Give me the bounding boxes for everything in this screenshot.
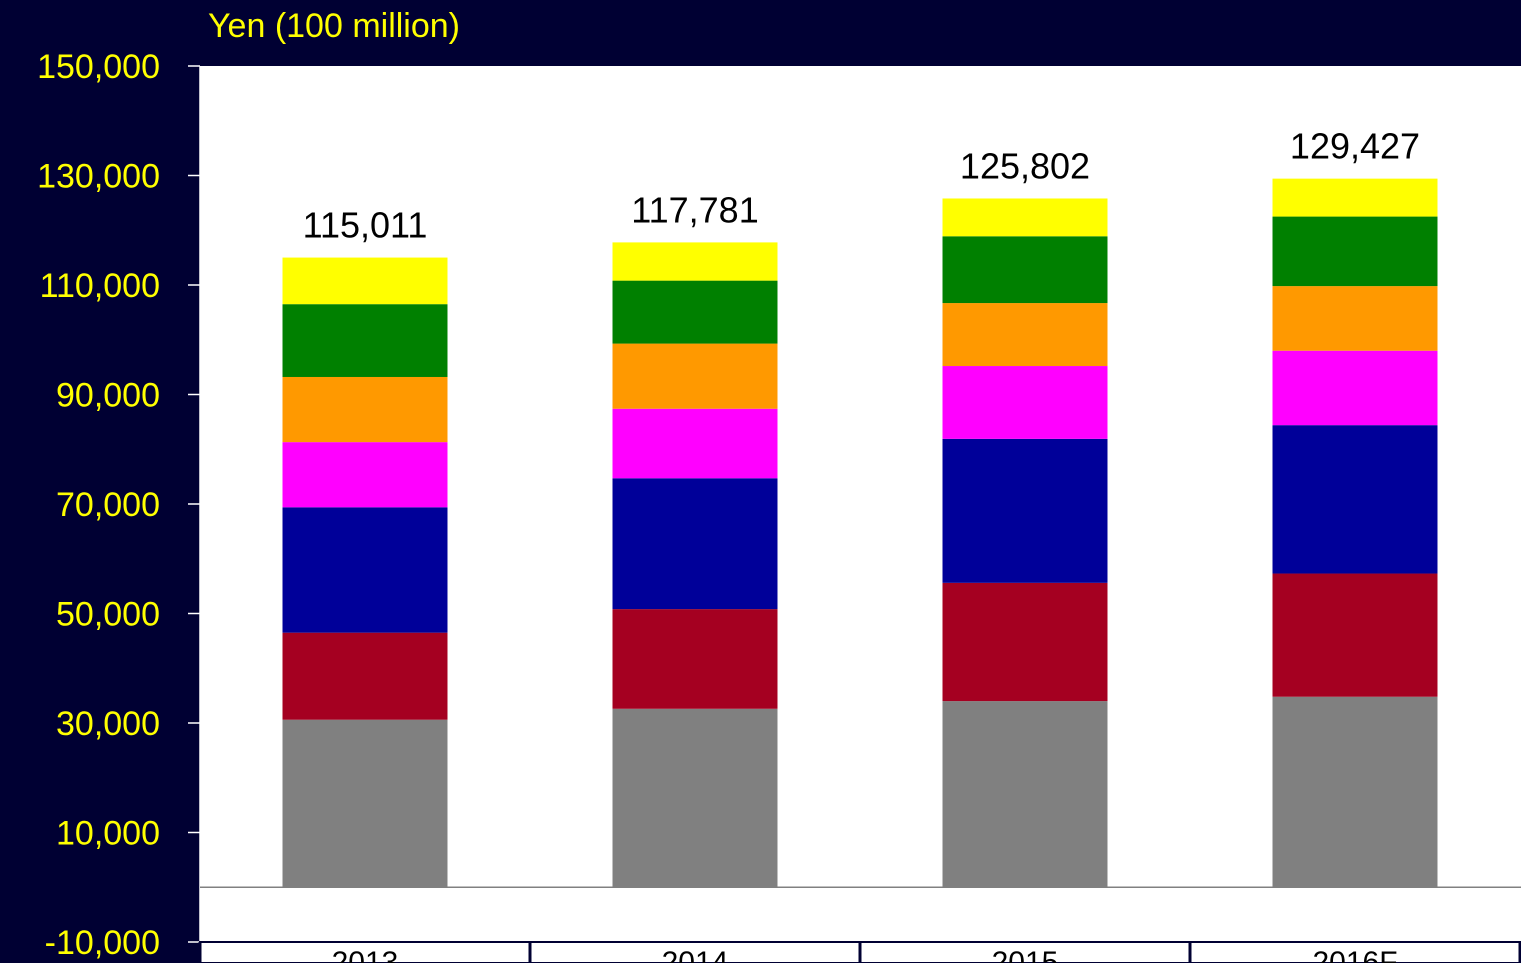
bar-segment: [942, 582, 1108, 702]
bar-stack-2015: [942, 198, 1108, 888]
y-tick-label: 30,000: [56, 705, 160, 743]
bar-segment: [1272, 573, 1438, 697]
bar-segment: [282, 719, 448, 888]
y-tick-label: 150,000: [37, 48, 160, 86]
bar-segment: [942, 236, 1108, 304]
bar-segment: [1272, 696, 1438, 888]
bar-stack-2016f: [1272, 178, 1438, 888]
bar-segment: [1272, 350, 1438, 426]
bar-stacks: [282, 178, 1438, 888]
bar-segment: [942, 303, 1108, 367]
bar-segment: [612, 280, 778, 344]
y-tick-label: 50,000: [56, 596, 160, 634]
category-label: 2015: [992, 946, 1059, 963]
total-label: 117,781: [631, 189, 758, 230]
bar-segment: [282, 304, 448, 377]
y-tick-label: 90,000: [56, 377, 160, 415]
y-tick-label: -10,000: [45, 924, 160, 962]
y-axis-title: Yen (100 million): [208, 7, 460, 45]
y-tick-label: 10,000: [56, 815, 160, 853]
y-axis: 150,000 130,000 110,000 90,000 70,000 50,000 3…: [37, 48, 1521, 963]
total-labels: 115,011 117,781 125,802 129,427: [303, 126, 1420, 246]
bar-stack-2014: [612, 242, 778, 888]
bar-segment: [282, 257, 448, 305]
bar-segment: [612, 242, 778, 281]
category-label: 2016F: [1312, 946, 1397, 963]
bar-segment: [612, 478, 778, 610]
bar-segment: [942, 198, 1108, 237]
bar-segment: [282, 442, 448, 508]
total-label: 115,011: [303, 205, 428, 246]
bar-segment: [282, 632, 448, 720]
bar-segment: [942, 438, 1108, 583]
bar-segment: [1272, 178, 1438, 217]
bar-segment: [282, 376, 448, 443]
bar-segment: [612, 708, 778, 888]
total-label: 125,802: [960, 145, 1090, 186]
bar-stack-2013: [282, 257, 448, 888]
y-tick-label: 70,000: [56, 486, 160, 524]
bar-segment: [612, 408, 778, 479]
bar-segment: [612, 343, 778, 409]
bar-segment: [1272, 425, 1438, 574]
bar-segment: [1272, 286, 1438, 351]
category-axis: 2013 2014 2015 2016F: [198, 941, 1521, 963]
y-tick-label: 130,000: [37, 158, 160, 196]
category-label: 2014: [662, 946, 729, 963]
bar-segment: [942, 701, 1108, 888]
bar-segment: [1272, 216, 1438, 287]
bar-segment: [282, 507, 448, 633]
total-label: 129,427: [1290, 126, 1420, 167]
bar-segment: [942, 366, 1108, 439]
y-tick-label: 110,000: [40, 267, 160, 305]
category-label: 2013: [332, 946, 399, 963]
bar-segment: [612, 609, 778, 709]
